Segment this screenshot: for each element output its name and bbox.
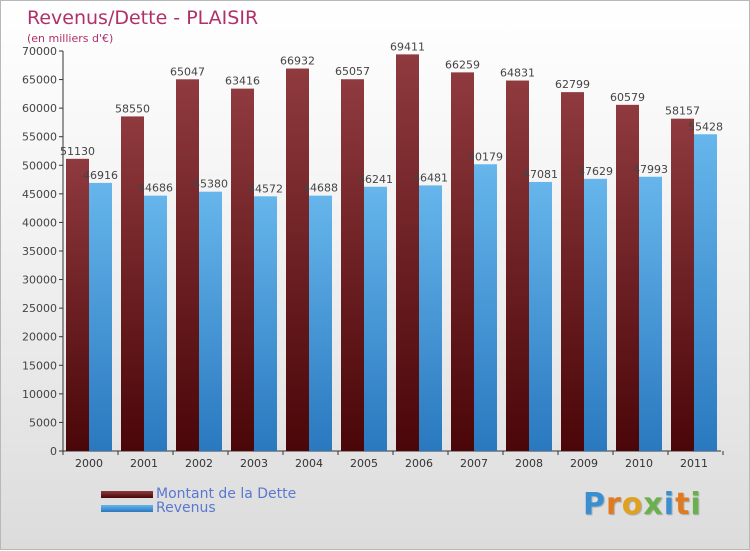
legend-label-dette: Montant de la Dette: [156, 486, 297, 502]
y-tick-label: 45000: [22, 188, 57, 201]
data-label-dette: 66932: [280, 55, 315, 68]
bar-dette: [121, 116, 144, 451]
y-tick-label: 0: [50, 445, 57, 458]
data-label-revenus: 47081: [523, 168, 558, 181]
chart-data-labels: 51130 46916 58550 44686 65047 45380 63416 44572…: [60, 40, 723, 195]
data-label-revenus: 55428: [688, 120, 723, 133]
y-tick-label: 65000: [22, 74, 57, 87]
bar-revenus: [529, 181, 552, 452]
data-label-revenus: 44688: [303, 182, 338, 195]
bar-dette: [451, 72, 474, 452]
logo-letter: t: [675, 487, 691, 522]
bar-dette: [561, 92, 584, 452]
data-label-dette: 66259: [445, 58, 480, 71]
x-tick-label: 2001: [130, 457, 158, 470]
legend-label-revenus: Revenus: [156, 500, 216, 516]
y-tick-label: 40000: [22, 216, 57, 229]
y-tick-label: 55000: [22, 131, 57, 144]
y-tick-label: 10000: [22, 388, 57, 401]
data-label-revenus: 47629: [578, 165, 613, 178]
bar-revenus: [419, 185, 442, 451]
data-label-revenus: 45380: [193, 178, 228, 191]
x-tick-label: 2009: [570, 457, 598, 470]
data-label-dette: 65057: [335, 65, 370, 78]
bar-dette: [616, 104, 639, 451]
chart-axes: 0 5000 10000 15000 20000 25000 30000 35000 40000…: [22, 45, 724, 470]
data-label-revenus: 44686: [138, 182, 173, 195]
data-label-revenus: 44572: [248, 182, 283, 195]
data-label-dette: 60579: [610, 91, 645, 104]
x-tick-label: 2006: [405, 457, 433, 470]
y-tick-label: 60000: [22, 102, 57, 115]
y-tick-label: 25000: [22, 302, 57, 315]
bar-revenus: [199, 191, 222, 451]
chart-title: Revenus/Dette - PLAISIR: [27, 7, 259, 29]
bar-revenus: [694, 134, 717, 452]
x-tick-label: 2004: [295, 457, 323, 470]
bar-revenus: [584, 178, 607, 451]
bar-revenus: [144, 195, 167, 451]
proxiti-logo: Proxiti: [583, 487, 702, 522]
data-label-revenus: 46241: [358, 173, 393, 186]
bar-dette: [66, 158, 89, 452]
bar-revenus: [474, 164, 497, 451]
y-tick-label: 5000: [29, 416, 57, 429]
x-tick-label: 2000: [75, 457, 103, 470]
x-tick-label: 2008: [515, 457, 543, 470]
logo-letter: i: [663, 487, 676, 522]
bar-dette: [176, 79, 199, 451]
y-tick-label: 30000: [22, 274, 57, 287]
bar-dette: [671, 118, 694, 451]
data-label-revenus: 50179: [468, 150, 503, 163]
y-tick-label: 35000: [22, 245, 57, 258]
x-tick-label: 2003: [240, 457, 268, 470]
data-label-dette: 64831: [500, 67, 535, 80]
y-tick-label: 15000: [22, 359, 57, 372]
bar-dette: [286, 68, 309, 451]
bar-revenus: [254, 196, 277, 451]
data-label-dette: 58550: [115, 102, 150, 115]
x-tick-label: 2011: [680, 457, 708, 470]
data-label-dette: 62799: [555, 78, 590, 91]
data-label-dette: 58157: [665, 105, 700, 118]
x-tick-label: 2005: [350, 457, 378, 470]
logo-letter: P: [583, 487, 606, 522]
data-label-revenus: 46916: [83, 169, 118, 182]
bar-revenus: [309, 195, 332, 451]
bar-dette: [506, 80, 529, 451]
chart-subtitle: (en milliers d'€): [27, 32, 114, 45]
logo-letter: o: [621, 487, 644, 522]
bar-revenus: [364, 186, 387, 451]
data-label-dette: 63416: [225, 75, 260, 88]
bar-dette: [231, 88, 254, 451]
logo-letter: x: [643, 487, 664, 522]
chart-bars: [66, 54, 717, 452]
legend-swatch-dette: [101, 491, 153, 498]
x-tick-label: 2010: [625, 457, 653, 470]
y-tick-label: 20000: [22, 331, 57, 344]
y-tick-label: 70000: [22, 45, 57, 58]
bar-revenus: [639, 176, 662, 452]
data-label-dette: 69411: [390, 40, 425, 53]
bar-dette: [341, 79, 364, 451]
logo-letter: r: [606, 487, 622, 522]
x-tick-label: 2007: [460, 457, 488, 470]
data-label-revenus: 47993: [633, 163, 668, 176]
data-label-revenus: 46481: [413, 171, 448, 184]
logo-letter: i: [690, 487, 702, 522]
bar-dette: [396, 54, 419, 451]
data-label-dette: 51130: [60, 145, 95, 158]
data-label-dette: 65047: [170, 65, 205, 78]
x-tick-label: 2002: [185, 457, 213, 470]
y-tick-label: 50000: [22, 159, 57, 172]
bar-revenus: [89, 182, 112, 451]
legend-swatch-revenus: [101, 505, 153, 512]
